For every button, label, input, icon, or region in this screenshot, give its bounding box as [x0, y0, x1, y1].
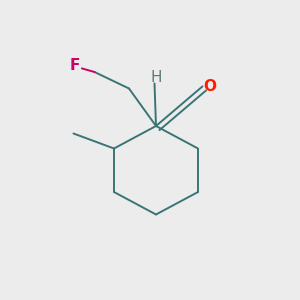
Text: F: F [69, 58, 80, 73]
Text: O: O [203, 79, 217, 94]
Text: H: H [150, 70, 162, 86]
